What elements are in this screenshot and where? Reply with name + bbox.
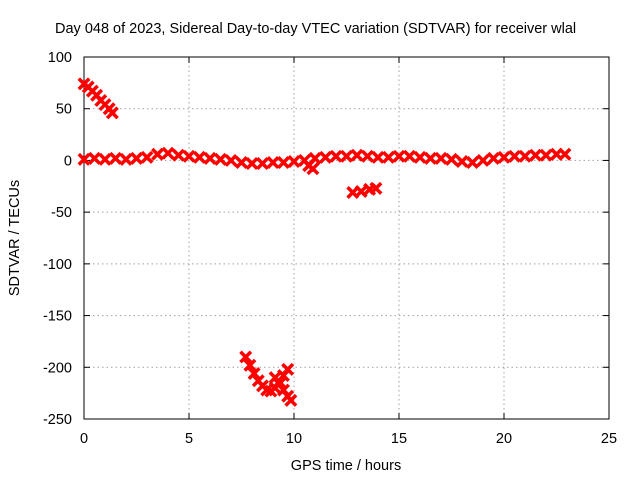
data-point: [350, 148, 364, 162]
data-point: [382, 150, 395, 164]
series-main-band: [77, 146, 572, 171]
x-tick-label: 25: [601, 431, 617, 447]
plot-frame: [83, 56, 610, 420]
data-point: [529, 148, 542, 162]
data-point: [487, 151, 500, 165]
data-point: [151, 147, 164, 161]
data-point: [203, 151, 217, 165]
data-point: [369, 181, 383, 195]
data-point: [256, 157, 269, 171]
data-point: [403, 149, 416, 163]
data-point: [119, 152, 133, 166]
y-axis-label: SDTVAR / TECUs: [7, 180, 23, 296]
data-points: [77, 77, 572, 407]
data-point: [266, 156, 280, 169]
data-point: [243, 358, 257, 372]
series-early-drop: [77, 77, 119, 120]
data-point: [281, 362, 295, 376]
y-tick-label: -50: [51, 205, 72, 221]
data-point: [193, 150, 206, 164]
data-point: [130, 151, 143, 165]
data-point: [287, 154, 301, 168]
data-point: [224, 153, 238, 167]
x-tick-label: 5: [185, 431, 193, 447]
y-tick-label: -250: [43, 412, 72, 428]
data-point: [172, 148, 185, 162]
data-point: [277, 156, 290, 169]
data-point: [182, 149, 196, 163]
x-tick-label: 0: [80, 431, 88, 447]
data-point: [247, 367, 261, 380]
data-point: [550, 147, 563, 161]
data-point: [476, 153, 490, 167]
data-point: [161, 146, 175, 160]
data-point: [306, 162, 320, 176]
data-point: [466, 156, 479, 169]
data-point: [98, 152, 112, 166]
data-point: [140, 150, 154, 164]
data-point: [214, 152, 227, 166]
data-point: [105, 106, 119, 120]
x-axis-label: GPS time / hours: [291, 458, 401, 474]
data-point: [88, 151, 101, 165]
y-tick-label: -200: [43, 360, 72, 376]
data-point: [77, 152, 91, 166]
data-point: [424, 151, 437, 165]
y-tick-label: 0: [64, 153, 72, 169]
data-point: [508, 149, 521, 163]
data-point: [455, 154, 469, 168]
data-point: [392, 149, 406, 163]
data-point: [239, 350, 253, 364]
data-point: [371, 150, 385, 164]
data-point: [340, 149, 353, 163]
data-point: [361, 149, 374, 163]
x-tick-label: 20: [496, 431, 512, 447]
data-point: [445, 152, 458, 166]
series-deep-dip: [239, 350, 298, 407]
data-point: [319, 150, 332, 164]
data-point: [518, 149, 532, 163]
data-point: [245, 157, 259, 171]
data-point: [329, 149, 343, 163]
y-tick-label: 50: [56, 102, 72, 118]
series-mid-offset: [346, 181, 383, 199]
data-point: [235, 156, 248, 169]
data-point: [109, 151, 122, 165]
data-point: [434, 151, 448, 165]
x-tick-label: 10: [286, 431, 302, 447]
y-tick-label: -100: [43, 257, 72, 273]
x-tick-label: 15: [391, 431, 407, 447]
y-tick-label: -150: [43, 309, 72, 325]
tick-labels: 0 5 10 15 20 25 -250 -200 -150 -100 -50 0 50 100: [43, 50, 617, 447]
gridlines: [84, 57, 609, 419]
data-point: [413, 150, 427, 164]
chart-title: Day 048 of 2023, Sidereal Day-to-day VTE…: [55, 21, 576, 37]
data-point: [284, 393, 298, 407]
data-point: [558, 147, 572, 161]
data-point: [539, 148, 553, 162]
data-point: [497, 150, 511, 164]
y-tick-label: 100: [48, 50, 72, 66]
series-dip-start: [302, 159, 320, 176]
